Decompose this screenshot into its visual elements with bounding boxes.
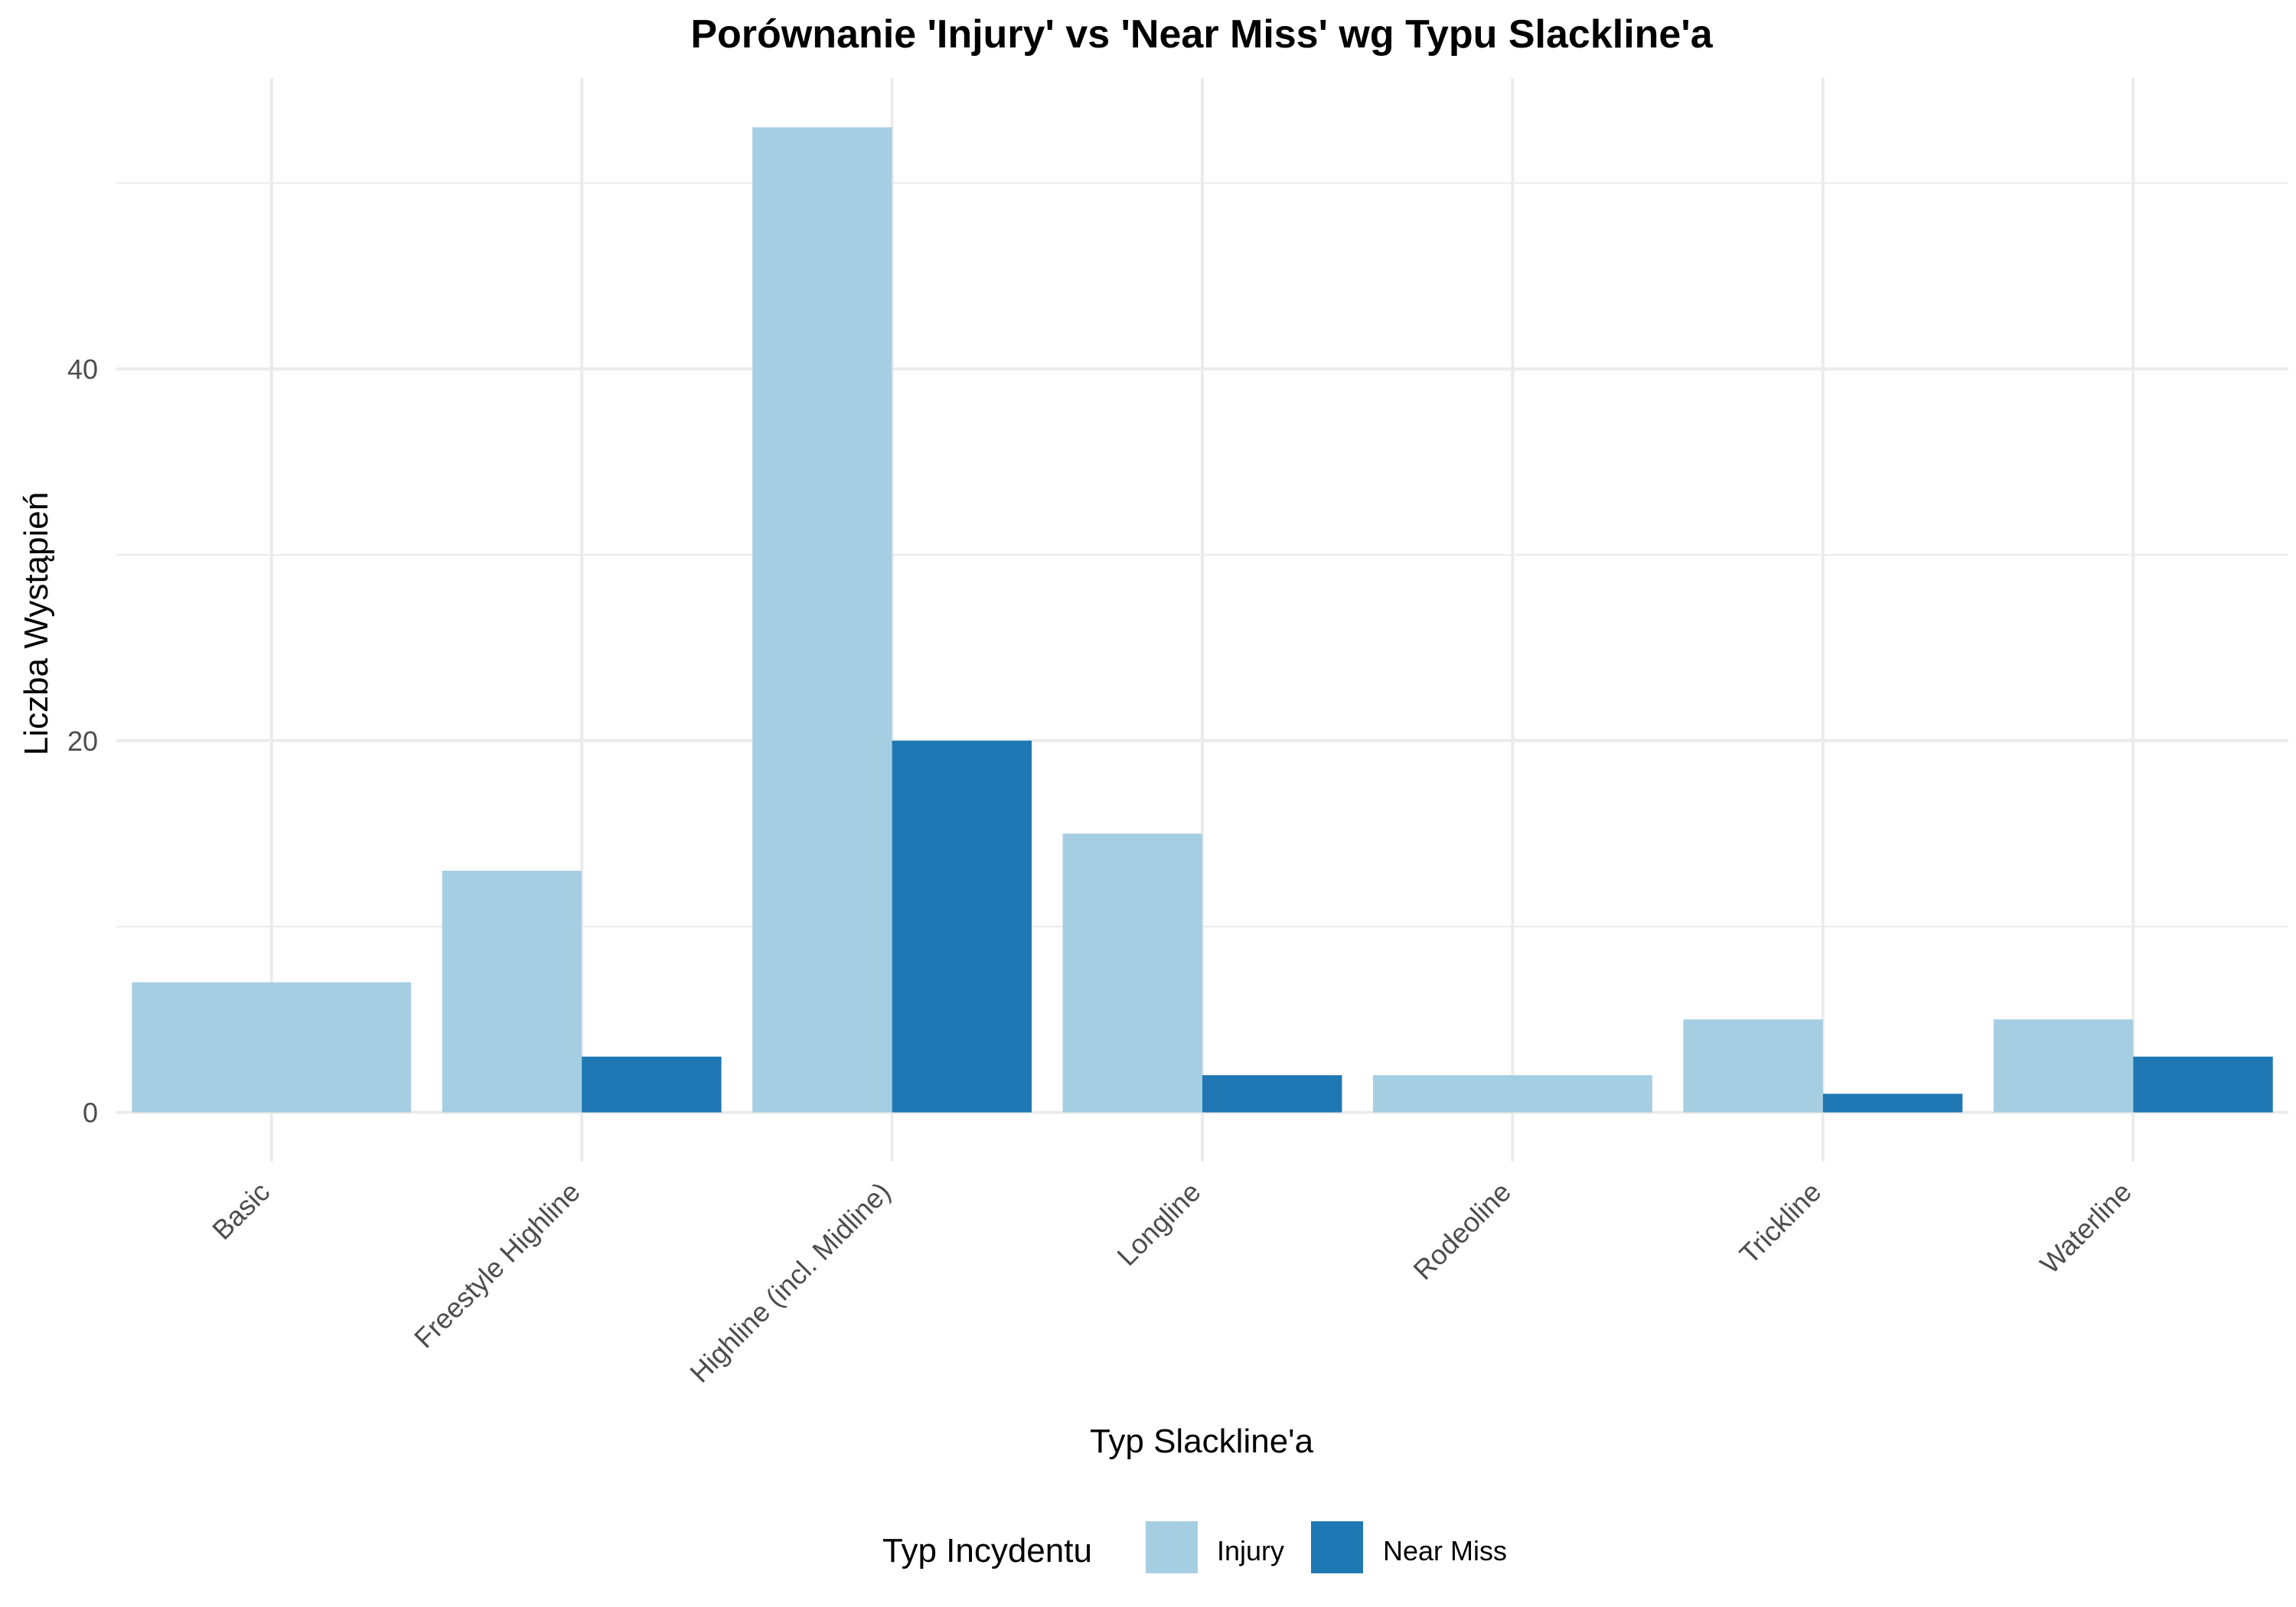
bar-near-miss bbox=[892, 740, 1032, 1113]
bar-injury bbox=[1372, 1075, 1652, 1113]
bars bbox=[132, 127, 2273, 1113]
legend-title: Typ Incydentu bbox=[882, 1532, 1092, 1570]
x-axis-title: Typ Slackline'a bbox=[1090, 1423, 1314, 1460]
chart-title: Porównanie 'Injury' vs 'Near Miss' wg Ty… bbox=[690, 12, 1713, 57]
bar-near-miss bbox=[2133, 1056, 2273, 1113]
bar-injury bbox=[1683, 1019, 1823, 1113]
bar-injury bbox=[442, 870, 582, 1113]
bar-near-miss bbox=[1822, 1094, 1963, 1113]
bar-near-miss bbox=[582, 1056, 722, 1113]
bar-injury bbox=[1062, 833, 1202, 1113]
legend-label-injury: Injury bbox=[1217, 1535, 1284, 1566]
bar-injury bbox=[132, 982, 412, 1113]
bar-near-miss bbox=[1202, 1075, 1342, 1113]
y-tick-label: 20 bbox=[67, 725, 98, 757]
bar-injury bbox=[1993, 1019, 2134, 1113]
y-tick-label: 0 bbox=[83, 1097, 98, 1129]
bar-injury bbox=[752, 127, 892, 1113]
y-axis-tick-labels: 0 20 40 bbox=[67, 354, 98, 1129]
legend-key-injury bbox=[1146, 1521, 1198, 1573]
legend: Typ Incydentu Injury Near Miss bbox=[882, 1521, 1507, 1573]
legend-key-near-miss bbox=[1311, 1521, 1363, 1573]
y-axis-title: Liczba Wystąpień bbox=[18, 492, 55, 755]
y-tick-label: 40 bbox=[67, 354, 98, 385]
legend-label-near-miss: Near Miss bbox=[1383, 1535, 1507, 1566]
